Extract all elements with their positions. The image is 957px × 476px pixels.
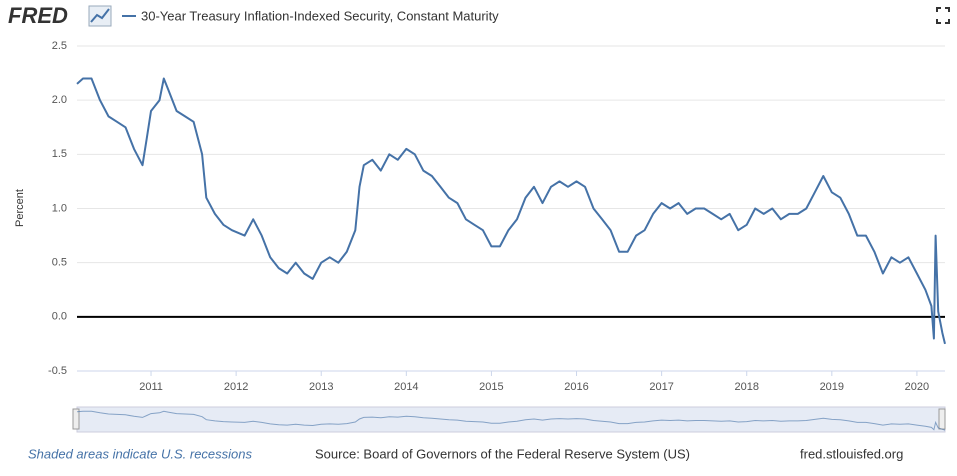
- navigator-handle-right[interactable]: [938, 408, 946, 430]
- recession-note[interactable]: Shaded areas indicate U.S. recessions: [28, 446, 253, 461]
- y-tick-label: 2.5: [52, 40, 67, 52]
- x-tick-label: 2017: [649, 381, 673, 393]
- x-tick-label: 2012: [224, 381, 248, 393]
- x-tick-label: 2013: [309, 381, 333, 393]
- y-tick-label: 1.0: [52, 202, 67, 214]
- logo: FRED: [8, 3, 68, 28]
- x-tick-label: 2015: [479, 381, 503, 393]
- x-tick-label: 2014: [394, 381, 418, 393]
- x-tick-label: 2019: [820, 381, 844, 393]
- fullscreen-icon[interactable]: [936, 7, 950, 24]
- site[interactable]: fred.stlouisfed.org: [800, 446, 903, 461]
- y-tick-label: -0.5: [48, 365, 67, 377]
- x-tick-label: 2016: [564, 381, 588, 393]
- y-tick-label: 0.0: [52, 311, 67, 323]
- legend-label: 30-Year Treasury Inflation-Indexed Secur…: [141, 8, 499, 23]
- source: Source: Board of Governors of the Federa…: [315, 446, 690, 461]
- y-axis-label: Percent: [14, 189, 26, 227]
- x-tick-label: 2011: [139, 381, 163, 393]
- y-tick-label: 1.5: [52, 148, 67, 160]
- navigator[interactable]: [76, 406, 946, 433]
- y-tick-label: 0.5: [52, 257, 67, 269]
- navigator-handle-left[interactable]: [72, 408, 80, 430]
- x-tick-label: 2018: [734, 381, 758, 393]
- series-line: [76, 77, 946, 345]
- y-tick-label: 2.0: [52, 94, 67, 106]
- logo-icon: [88, 5, 112, 27]
- x-tick-label: 2020: [905, 381, 929, 393]
- navigator-line: [76, 410, 946, 431]
